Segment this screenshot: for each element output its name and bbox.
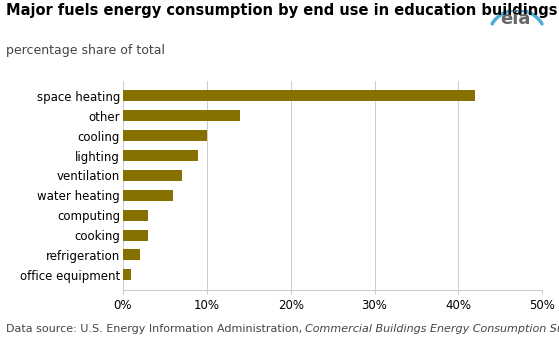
Bar [123, 210, 148, 221]
Bar [123, 269, 131, 280]
Bar [123, 90, 475, 101]
Bar [123, 150, 198, 161]
Bar [123, 130, 207, 141]
Text: eia: eia [501, 10, 531, 28]
Bar [123, 110, 240, 121]
Text: Commercial Buildings Energy Consumption Survey: Commercial Buildings Energy Consumption … [305, 324, 559, 334]
Bar [123, 170, 182, 181]
Bar [123, 229, 148, 241]
Text: Major fuels energy consumption by end use in education buildings (2018): Major fuels energy consumption by end us… [6, 3, 559, 19]
Text: percentage share of total: percentage share of total [6, 44, 164, 57]
Bar [123, 249, 140, 261]
Bar [123, 190, 173, 201]
Text: Data source: U.S. Energy Information Administration,: Data source: U.S. Energy Information Adm… [6, 324, 305, 334]
